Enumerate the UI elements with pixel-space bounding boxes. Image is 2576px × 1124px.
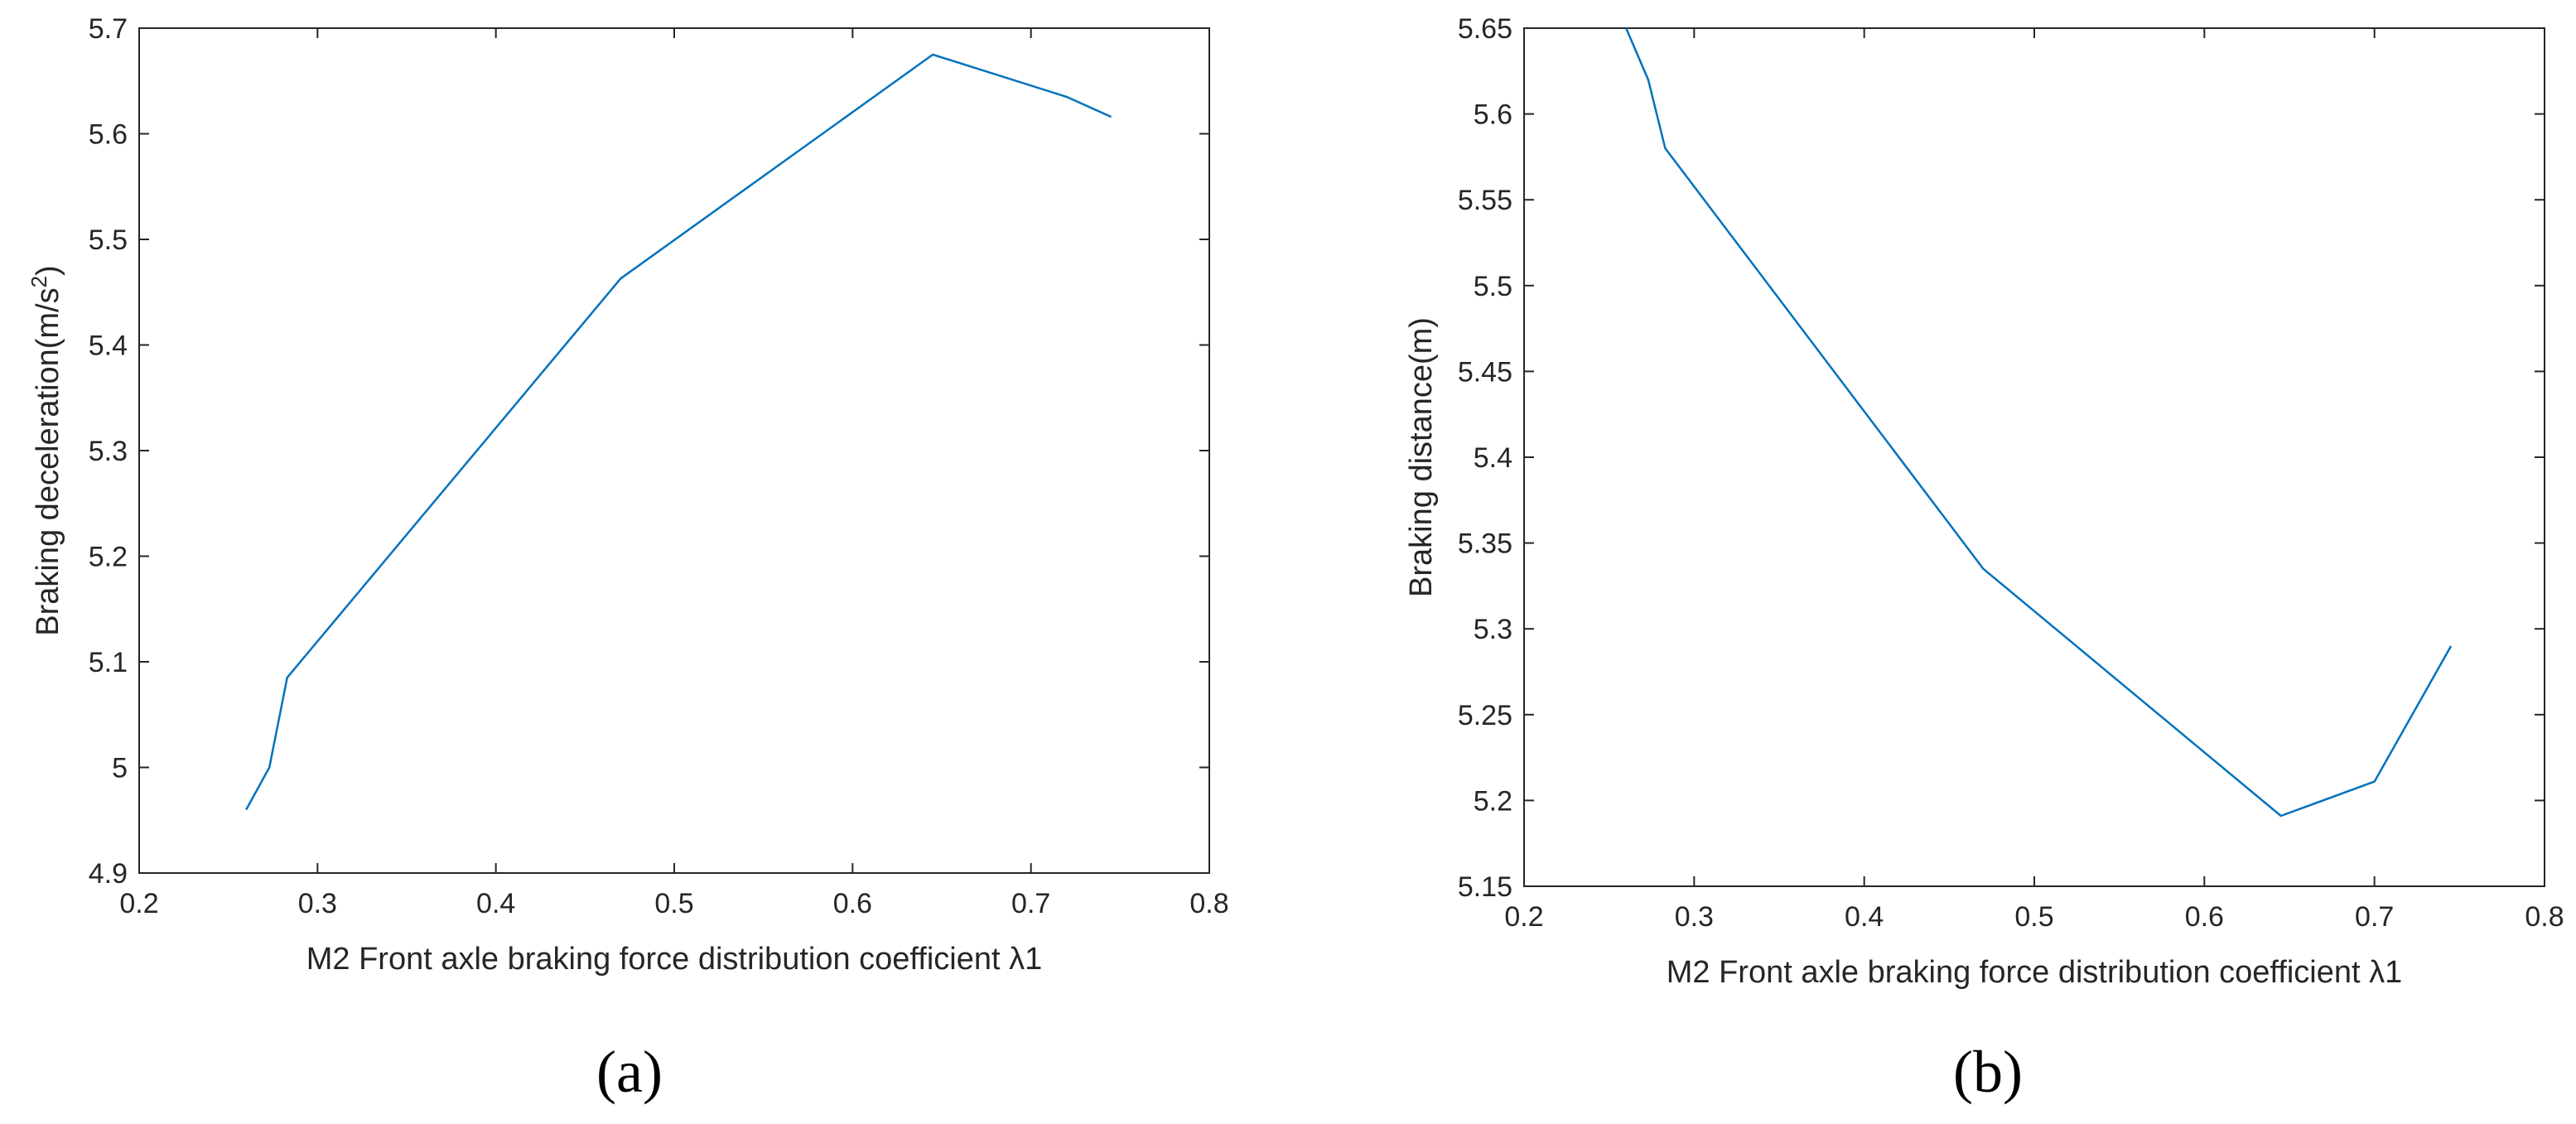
x-tick-label-b: 0.3 xyxy=(1675,901,1714,933)
y-tick-label-b: 5.25 xyxy=(1458,700,1512,731)
x-axis-a: 0.2 0.3 0.4 0.5 0.6 0.7 0.8 xyxy=(119,28,1229,919)
chart-panel-a: 0.2 0.3 0.4 0.5 0.6 0.7 0.8 4.9 5 5.1 5.2 5.3 5.4 5.… xyxy=(27,13,1229,1105)
series-line-b xyxy=(1625,27,2453,818)
y-axis-title-a-superscript: 2 xyxy=(27,276,51,287)
x-tick-label-a: 0.8 xyxy=(1189,888,1228,919)
y-axis-title-b: Braking distance(m) xyxy=(1404,317,1439,597)
x-tick-label-b: 0.7 xyxy=(2355,901,2394,933)
y-tick-label-b: 5.2 xyxy=(1474,785,1512,817)
x-tick-label-a: 0.2 xyxy=(119,888,158,919)
x-tick-label-a: 0.7 xyxy=(1011,888,1050,919)
series-lines-a xyxy=(245,53,1112,811)
x-axis-title-a: M2 Front axle braking force distribution… xyxy=(306,942,1043,977)
x-tick-label-a: 0.3 xyxy=(298,888,337,919)
y-tick-label-a: 5 xyxy=(112,753,128,784)
panel-label-b: (b) xyxy=(1953,1039,2023,1105)
y-tick-label-b: 5.55 xyxy=(1458,185,1512,216)
x-tick-label-b: 0.2 xyxy=(1504,901,1543,933)
y-tick-label-b: 5.35 xyxy=(1458,528,1512,560)
x-tick-label-a: 0.5 xyxy=(654,888,693,919)
x-tick-label-b: 0.6 xyxy=(2185,901,2224,933)
y-tick-label-b: 5.4 xyxy=(1474,442,1512,474)
x-tick-label-b: 0.8 xyxy=(2525,901,2564,933)
x-tick-label-a: 0.4 xyxy=(476,888,515,919)
y-tick-label-b: 5.5 xyxy=(1474,271,1512,302)
y-tick-label-a: 5.2 xyxy=(89,542,128,573)
y-tick-label-a: 4.9 xyxy=(89,858,128,890)
x-tick-label-a: 0.6 xyxy=(833,888,872,919)
plot-area-b xyxy=(1523,27,2545,887)
y-tick-label-b: 5.3 xyxy=(1474,614,1512,645)
y-tick-label-b: 5.6 xyxy=(1474,99,1512,131)
y-axis-b: 5.15 5.2 5.25 5.3 5.35 5.4 5.45 5.5 5.55 5.6 5.65 xyxy=(1458,13,2545,903)
x-tick-label-b: 0.5 xyxy=(2014,901,2053,933)
x-axis-b: 0.2 0.3 0.4 0.5 0.6 0.7 0.8 xyxy=(1504,28,2564,933)
y-axis-title-a: Braking deceleration(m/s2) xyxy=(27,265,65,635)
y-tick-label-a: 5.6 xyxy=(89,119,128,151)
y-axis-a: 4.9 5 5.1 5.2 5.3 5.4 5.5 5.6 5.7 xyxy=(89,13,1209,890)
series-lines-b xyxy=(1625,27,2453,818)
y-axis-title-a-close: ) xyxy=(31,265,65,276)
y-axis-title-a-main: Braking deceleration(m/s xyxy=(31,287,65,635)
y-tick-label-a: 5.7 xyxy=(89,13,128,45)
y-tick-label-a: 5.1 xyxy=(89,647,128,678)
y-tick-label-b: 5.45 xyxy=(1458,356,1512,388)
x-axis-title-b: M2 Front axle braking force distribution… xyxy=(1667,955,2403,990)
y-tick-label-a: 5.3 xyxy=(89,436,128,467)
y-tick-label-a: 5.5 xyxy=(89,224,128,256)
y-tick-label-b: 5.15 xyxy=(1458,871,1512,903)
x-tick-label-b: 0.4 xyxy=(1845,901,1884,933)
y-tick-label-a: 5.4 xyxy=(89,330,128,362)
plot-area-a xyxy=(138,27,1210,874)
series-line-a xyxy=(245,53,1112,811)
y-tick-label-b: 5.65 xyxy=(1458,13,1512,45)
chart-panel-b: 0.2 0.3 0.4 0.5 0.6 0.7 0.8 5.15 5.2 5.25 5.3 5.35… xyxy=(1404,13,2564,1105)
panel-label-a: (a) xyxy=(596,1039,663,1105)
